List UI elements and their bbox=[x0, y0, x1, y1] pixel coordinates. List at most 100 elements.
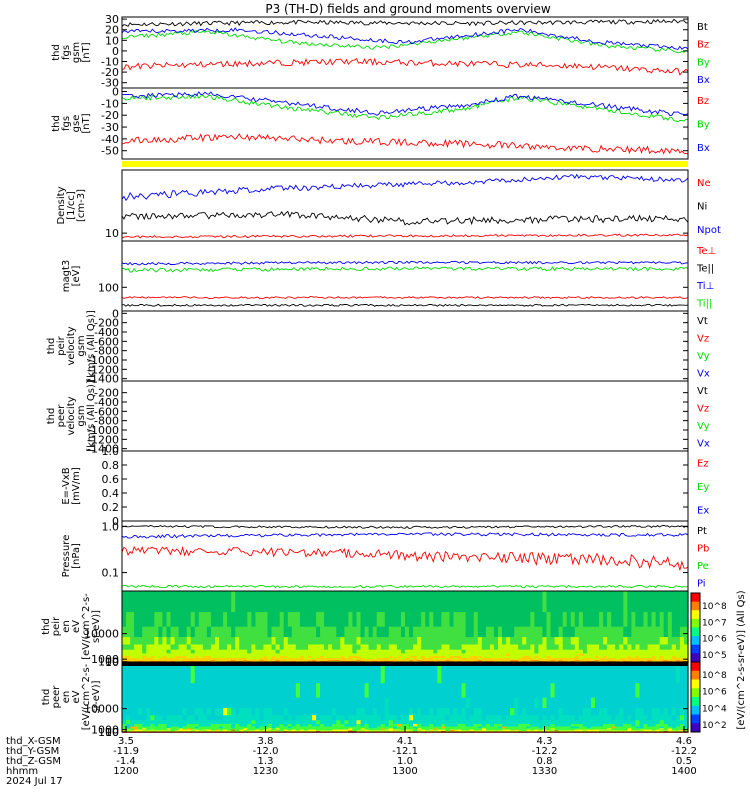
spectrogram-cell bbox=[510, 649, 515, 654]
spectrogram-cell bbox=[166, 652, 172, 657]
spectrogram-cell bbox=[542, 655, 548, 658]
spectrogram-cell bbox=[186, 643, 192, 650]
spectrogram-cell bbox=[186, 636, 192, 645]
spectrogram-cell bbox=[219, 636, 224, 645]
spectrogram-cell bbox=[530, 643, 535, 650]
spectrogram-cell bbox=[158, 682, 163, 698]
spectrogram-cell bbox=[299, 626, 305, 638]
spectrogram-cell bbox=[433, 652, 438, 657]
spectrogram-cell bbox=[619, 658, 624, 661]
spectrogram-cell bbox=[615, 649, 620, 654]
spectrogram-cell bbox=[562, 626, 568, 638]
spectrogram-cell bbox=[647, 611, 653, 627]
spectrogram-cell bbox=[142, 697, 147, 708]
spectrogram-cell bbox=[348, 649, 353, 654]
spectrogram-cell bbox=[219, 655, 224, 658]
spectrogram-cell bbox=[291, 649, 297, 654]
spectrogram-cell bbox=[671, 657, 677, 660]
spectrogram-cell bbox=[312, 723, 317, 727]
spectrogram-cell bbox=[291, 658, 297, 661]
spectrogram-cell bbox=[477, 658, 483, 661]
spectrogram-cell bbox=[158, 591, 163, 613]
spectrogram-cell bbox=[251, 611, 256, 627]
spectrogram-cell bbox=[651, 591, 657, 613]
y-axis-label: Pressure [nPa] bbox=[61, 535, 82, 578]
spectrogram-cell bbox=[376, 658, 382, 661]
spectrogram-cell bbox=[202, 636, 208, 645]
spectrogram-cell bbox=[554, 652, 560, 657]
spectrogram-cell bbox=[368, 658, 374, 661]
spectrogram-cell bbox=[578, 626, 584, 638]
spectrogram-cell bbox=[465, 626, 471, 638]
spectrogram-cell bbox=[324, 611, 329, 627]
spectrogram-cell bbox=[554, 636, 560, 645]
spectrogram-cell bbox=[526, 652, 531, 657]
spectrogram-cell bbox=[182, 714, 188, 721]
spectrogram-cell bbox=[542, 591, 548, 613]
spectrogram-cell bbox=[578, 659, 584, 661]
spectrogram-cell bbox=[142, 611, 147, 627]
spectrogram-cell bbox=[312, 655, 317, 658]
spectrogram-cell bbox=[215, 626, 220, 638]
spectrogram-cell bbox=[194, 697, 200, 708]
spectrogram-cell bbox=[344, 658, 349, 661]
spectrogram-cell bbox=[259, 729, 265, 731]
spectrogram-cell bbox=[437, 658, 442, 661]
spectrogram-cell bbox=[574, 658, 580, 661]
spectrogram-cell bbox=[667, 658, 673, 661]
spectrogram-cell bbox=[591, 611, 596, 627]
spectrogram-cell bbox=[328, 659, 333, 661]
spectrogram-cell bbox=[283, 719, 289, 724]
spectrogram-cell bbox=[376, 636, 382, 645]
spectrogram-cell bbox=[457, 649, 463, 654]
spectrogram-cell bbox=[485, 636, 491, 645]
spectrogram-cell bbox=[611, 636, 616, 645]
spectrogram-cell bbox=[182, 655, 188, 658]
spectrogram-cell bbox=[134, 626, 139, 638]
spectrogram-cell bbox=[162, 714, 167, 721]
spectrogram-cell bbox=[522, 655, 527, 658]
spectrogram-cell bbox=[178, 659, 184, 661]
y-axis-label-line: [eV/(cm^2-s- bbox=[81, 593, 92, 660]
spectrogram-cell bbox=[570, 657, 576, 660]
spectrogram-cell bbox=[417, 655, 422, 658]
spectrogram-cell bbox=[409, 643, 414, 650]
y-tick-label: 0 bbox=[112, 45, 119, 58]
spectrogram-cell bbox=[518, 652, 523, 657]
spectrogram-cell bbox=[401, 611, 406, 627]
spectrogram-cell bbox=[150, 626, 155, 638]
spectrogram-cell bbox=[299, 611, 305, 627]
spectrogram-cell bbox=[162, 652, 167, 657]
spectrogram-cell bbox=[352, 611, 357, 627]
spectrogram-cell bbox=[130, 729, 135, 731]
spectrogram-cell bbox=[405, 591, 410, 613]
spectrogram-cell bbox=[283, 729, 289, 731]
y-tick-label: 0 bbox=[112, 307, 119, 320]
spectrogram-cell bbox=[433, 658, 438, 661]
spectrogram-cell bbox=[178, 729, 184, 731]
spectrogram-cell bbox=[174, 714, 180, 721]
spectrogram-cell bbox=[142, 657, 147, 660]
spectrogram-cell bbox=[546, 652, 552, 657]
spectrogram-cell bbox=[247, 682, 252, 698]
spectrogram-cell bbox=[166, 591, 172, 613]
spectrogram-cell bbox=[582, 659, 588, 661]
spectrogram-cell bbox=[182, 662, 188, 684]
spectrogram-cell bbox=[235, 719, 240, 724]
spectrogram-cell bbox=[178, 626, 184, 638]
spectrogram-cell bbox=[126, 655, 131, 658]
spectrogram-cell bbox=[473, 591, 479, 613]
y-axis-label: thd peir velocity gsm [km/s (All Qs)] bbox=[46, 310, 97, 382]
spectrogram-cell bbox=[324, 714, 329, 721]
spectrogram-cell bbox=[263, 591, 269, 613]
spectrogram-cell bbox=[396, 636, 402, 645]
spectrogram-cell bbox=[227, 714, 232, 721]
spectrogram-cell bbox=[603, 657, 608, 660]
spectrogram-cell bbox=[401, 636, 406, 645]
series-line-Pe bbox=[121, 584, 689, 589]
spectrogram-cell bbox=[514, 636, 519, 645]
spectrogram-cell bbox=[675, 591, 681, 613]
spectrogram-cell bbox=[251, 662, 256, 684]
spectrogram-cell bbox=[166, 682, 172, 698]
